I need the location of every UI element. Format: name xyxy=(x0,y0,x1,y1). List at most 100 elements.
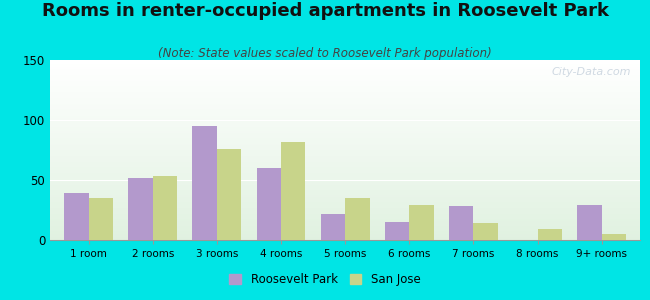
Bar xyxy=(50,236,640,237)
Bar xyxy=(50,204,640,205)
Text: City-Data.com: City-Data.com xyxy=(552,67,631,77)
Bar xyxy=(50,189,640,190)
Bar xyxy=(50,112,640,113)
Bar xyxy=(50,118,640,119)
Bar xyxy=(50,160,640,161)
Bar xyxy=(50,202,640,203)
Bar xyxy=(50,77,640,78)
Bar xyxy=(50,154,640,155)
Bar xyxy=(50,176,640,177)
Bar xyxy=(50,100,640,101)
Bar xyxy=(50,60,640,61)
Bar xyxy=(50,70,640,71)
Bar xyxy=(50,85,640,86)
Bar xyxy=(50,235,640,236)
Bar xyxy=(50,79,640,80)
Bar xyxy=(50,66,640,67)
Bar xyxy=(50,135,640,136)
Bar xyxy=(50,68,640,69)
Bar xyxy=(320,214,345,240)
Bar xyxy=(449,206,473,240)
Bar xyxy=(50,183,640,184)
Bar xyxy=(50,217,640,218)
Bar xyxy=(50,178,640,179)
Bar xyxy=(50,169,640,170)
Bar xyxy=(50,146,640,147)
Bar xyxy=(345,198,370,240)
Bar xyxy=(50,102,640,103)
Bar xyxy=(50,147,640,148)
Bar xyxy=(50,145,640,146)
Bar xyxy=(50,109,640,110)
Bar xyxy=(50,205,640,206)
Bar xyxy=(50,82,640,83)
Bar xyxy=(50,221,640,222)
Bar xyxy=(50,149,640,150)
Bar xyxy=(50,99,640,100)
Bar xyxy=(50,95,640,96)
Bar xyxy=(50,142,640,143)
Bar xyxy=(50,148,640,149)
Bar xyxy=(50,151,640,152)
Bar xyxy=(50,93,640,94)
Bar xyxy=(50,103,640,104)
Bar xyxy=(50,153,640,154)
Bar xyxy=(410,205,434,240)
Bar xyxy=(50,106,640,107)
Bar xyxy=(50,192,640,193)
Bar xyxy=(50,223,640,224)
Bar xyxy=(50,137,640,138)
Bar xyxy=(50,143,640,144)
Bar xyxy=(50,229,640,230)
Bar xyxy=(50,161,640,162)
Bar xyxy=(50,239,640,240)
Bar xyxy=(50,211,640,212)
Bar xyxy=(50,130,640,131)
Bar xyxy=(50,220,640,221)
Bar xyxy=(50,64,640,65)
Bar xyxy=(50,156,640,157)
Bar xyxy=(50,208,640,209)
Bar xyxy=(50,201,640,202)
Bar xyxy=(50,231,640,232)
Bar xyxy=(50,122,640,123)
Bar xyxy=(50,141,640,142)
Bar xyxy=(50,181,640,182)
Bar xyxy=(50,167,640,168)
Bar xyxy=(50,119,640,120)
Bar xyxy=(50,73,640,74)
Bar xyxy=(50,91,640,92)
Bar xyxy=(50,187,640,188)
Bar xyxy=(50,128,640,129)
Bar xyxy=(50,108,640,109)
Bar xyxy=(50,131,640,132)
Bar xyxy=(50,104,640,105)
Bar xyxy=(50,219,640,220)
Bar xyxy=(50,126,640,127)
Bar xyxy=(50,224,640,225)
Bar xyxy=(50,65,640,66)
Bar xyxy=(281,142,306,240)
Bar xyxy=(50,138,640,139)
Bar xyxy=(50,218,640,219)
Bar xyxy=(385,222,410,240)
Bar xyxy=(50,92,640,93)
Bar xyxy=(50,89,640,90)
Bar xyxy=(50,78,640,79)
Bar xyxy=(50,190,640,191)
Bar xyxy=(50,69,640,70)
Bar xyxy=(50,215,640,216)
Bar xyxy=(50,197,640,198)
Bar xyxy=(50,164,640,165)
Bar xyxy=(50,233,640,234)
Bar xyxy=(50,150,640,151)
Text: (Note: State values scaled to Roosevelt Park population): (Note: State values scaled to Roosevelt … xyxy=(158,46,492,59)
Bar xyxy=(50,166,640,167)
Bar xyxy=(50,63,640,64)
Bar xyxy=(538,229,562,240)
Bar xyxy=(50,195,640,196)
Bar xyxy=(50,136,640,137)
Bar xyxy=(50,80,640,81)
Bar xyxy=(50,155,640,156)
Bar xyxy=(50,98,640,99)
